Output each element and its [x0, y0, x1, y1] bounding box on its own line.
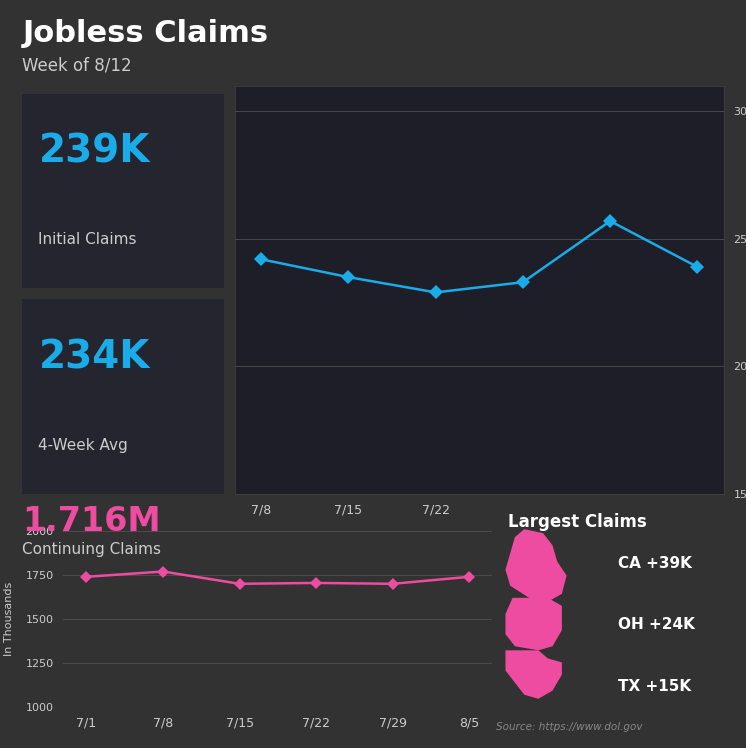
Text: TX +15K: TX +15K — [618, 679, 692, 694]
Text: Continuing Claims: Continuing Claims — [22, 542, 161, 557]
Text: Source: https://www.dol.gov: Source: https://www.dol.gov — [496, 722, 642, 732]
Polygon shape — [506, 598, 562, 650]
Polygon shape — [506, 529, 567, 602]
Text: CA +39K: CA +39K — [618, 556, 692, 571]
Text: 4-Week Avg: 4-Week Avg — [39, 438, 128, 453]
Y-axis label: In Thousands: In Thousands — [4, 582, 14, 656]
Polygon shape — [506, 650, 562, 699]
Text: Week of 8/12: Week of 8/12 — [22, 56, 132, 74]
Text: 239K: 239K — [39, 133, 150, 171]
Text: OH +24K: OH +24K — [618, 616, 695, 631]
Text: Jobless Claims: Jobless Claims — [22, 19, 269, 48]
Text: 234K: 234K — [39, 339, 150, 376]
Text: Largest Claims: Largest Claims — [508, 513, 647, 531]
Text: Initial Claims: Initial Claims — [39, 232, 137, 247]
Text: 1.716M: 1.716M — [22, 505, 161, 538]
